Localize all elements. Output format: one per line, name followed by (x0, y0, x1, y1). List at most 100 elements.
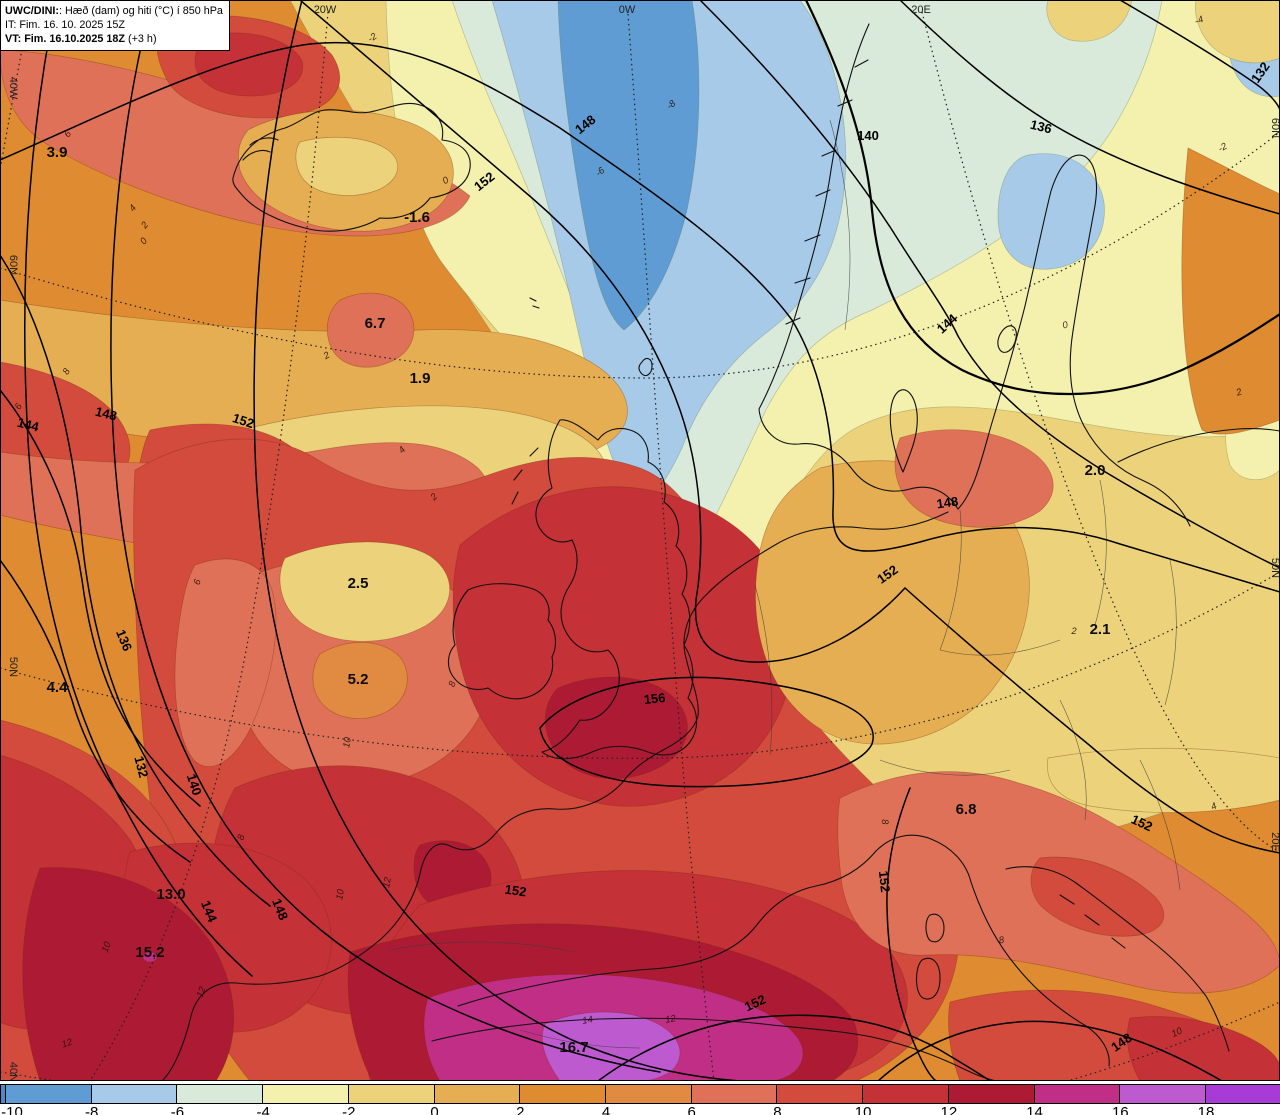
graticule-label-left: 40N (7, 1062, 19, 1081)
fill-region (1030, 856, 1165, 937)
colorbar-segments (0, 1084, 1280, 1104)
west-europe-coast (161, 511, 949, 1081)
temp-extreme-label-layer: 3.9 -1.6 6.7 1.9 2.5 5.2 4.4 13.0 15.2 16.7 2.0 2.1… (47, 144, 1111, 1056)
colorbar-segment (947, 1084, 1036, 1104)
contour-136-atlantic (0, 389, 201, 807)
colorbar-segment (776, 1084, 865, 1104)
fill-region (312, 642, 408, 719)
height-contour-label: 140 (184, 772, 205, 797)
product-name: UWC/DINI: (5, 5, 59, 17)
islands-coast (915, 325, 1017, 1000)
temperature-colorbar: -10 -8 -6 -4 -2 0 2 4 6 8 10 12 14 16 18 (0, 1081, 1280, 1115)
graticule-label-right: 20E (1269, 832, 1280, 852)
temp-contour-label: 10 (334, 888, 347, 901)
temp-contour-label: 6 (192, 577, 204, 586)
colorbar-segment (433, 1084, 522, 1104)
temp-contour-label: 2 (321, 349, 333, 362)
temp-contour-label: 0 (138, 235, 150, 247)
parallel-40n (0, 1001, 1280, 1081)
height-contour-label: 148 (94, 404, 119, 424)
africa-coast (431, 1017, 997, 1081)
ireland-coast (447, 583, 557, 700)
contour-152-balkan (886, 787, 937, 1081)
colorbar-segment (519, 1084, 607, 1104)
contour-148-north (0, 41, 1280, 593)
colorbar-tick-label: 16 (1111, 1104, 1129, 1115)
temp-extreme-label: 6.8 (956, 801, 977, 818)
great-britain-coast (511, 297, 698, 760)
temp-contour-label: 10 (100, 940, 114, 954)
fill-region (1181, 147, 1280, 435)
colorbar-tick-label: 6 (687, 1104, 696, 1115)
title-line-2: IT: Fim. 16. 10. 2025 15Z (5, 19, 126, 32)
colorbar-tick-label: -8 (85, 1104, 99, 1115)
temp-contour-label: 0 (441, 174, 452, 187)
colorbar-tick-label: 12 (940, 1104, 958, 1115)
temp-contour-label: -4 (1193, 14, 1205, 27)
meridian-20e (921, 11, 1280, 853)
temp-contour-label: 10 (1170, 1025, 1185, 1040)
adriatic-coast (1005, 866, 1230, 1052)
fill-region (1194, 0, 1280, 64)
colorbar-segment (262, 1084, 350, 1104)
temp-contour-label: 14 (581, 1014, 593, 1027)
graticule-label-top: 20W (314, 4, 337, 16)
temp-extreme-label: 5.2 (348, 671, 369, 688)
fill-region (1047, 747, 1280, 813)
graticule-label-right: 50N (1269, 558, 1280, 578)
temp-contour-label: 8 (447, 679, 459, 688)
title-line-3: VT: Fim. 16.10.2025 18Z (+3 h) (5, 33, 157, 46)
contour-140-atlantic (0, 254, 271, 907)
country-borders (389, 119, 1181, 1049)
graticule-label-layer: 20W 0W 20E 40W 60N 50N 40N 60N 50N 20E (7, 4, 1280, 1081)
graticule-label-left: 60N (7, 255, 19, 275)
temp-extreme-label: 13.0 (156, 886, 185, 903)
temp-extreme-label: 3.9 (47, 144, 68, 161)
fill-region (997, 153, 1105, 270)
temp-extreme-label: 4.4 (47, 679, 69, 696)
colorbar-tick-label: 0 (430, 1104, 439, 1115)
fill-region (142, 951, 158, 963)
fill-region (544, 676, 688, 779)
colorbar-segment (1204, 1084, 1280, 1104)
colorbar-tick-label: 18 (1197, 1104, 1215, 1115)
denmark-coast (889, 389, 918, 473)
colorbar-tick-label: -10 (1, 1104, 23, 1115)
temp-contour-label: 8 (61, 366, 74, 377)
fill-region (295, 136, 399, 196)
fill-region (894, 429, 1054, 528)
colorbar-tick-label: 10 (854, 1104, 872, 1115)
contour-156-high (539, 676, 874, 788)
fill-region (22, 867, 235, 1081)
temp-extreme-label: 2.0 (1085, 462, 1106, 479)
contour-144-trough (699, 0, 1280, 569)
graticule-label-top: 0W (619, 4, 636, 16)
colorbar-segment (690, 1084, 779, 1104)
contour-152-long (299, 0, 1280, 854)
temperature-fill-layer (0, 0, 1280, 1081)
colorbar-segment (5, 1084, 93, 1104)
height-contour-label: 144 (16, 415, 41, 435)
colorbar-tick-label: -6 (170, 1104, 185, 1115)
contour-148-atlantic (110, 0, 661, 1073)
contour-152-atlantic (253, 0, 741, 1081)
colorbar-segment (176, 1084, 265, 1104)
contour-152-south (597, 1014, 991, 1081)
colorbar-tick-label: 14 (1026, 1104, 1043, 1115)
contour-144-atlantic (24, 0, 253, 977)
contour-140-trough (804, 0, 1280, 396)
temp-extreme-label: 15.2 (135, 944, 164, 961)
temp-contour-label: 8 (879, 819, 890, 826)
temp-extreme-label: 2.1 (1090, 621, 1111, 638)
title-line-1: UWC/DINI:: Hæð (dam) og hiti (°C) í 850 … (5, 5, 223, 17)
height-contour-label: 156 (643, 690, 666, 707)
parallel-60n (0, 131, 1280, 379)
temp-contour-label: 0 (1061, 319, 1070, 331)
temp-extreme-label: 16.7 (559, 1039, 588, 1056)
fill-region (279, 541, 451, 642)
graticule-label-left: 40W (7, 77, 19, 100)
fill-region (1046, 0, 1133, 42)
parallel-50n (0, 571, 1280, 759)
